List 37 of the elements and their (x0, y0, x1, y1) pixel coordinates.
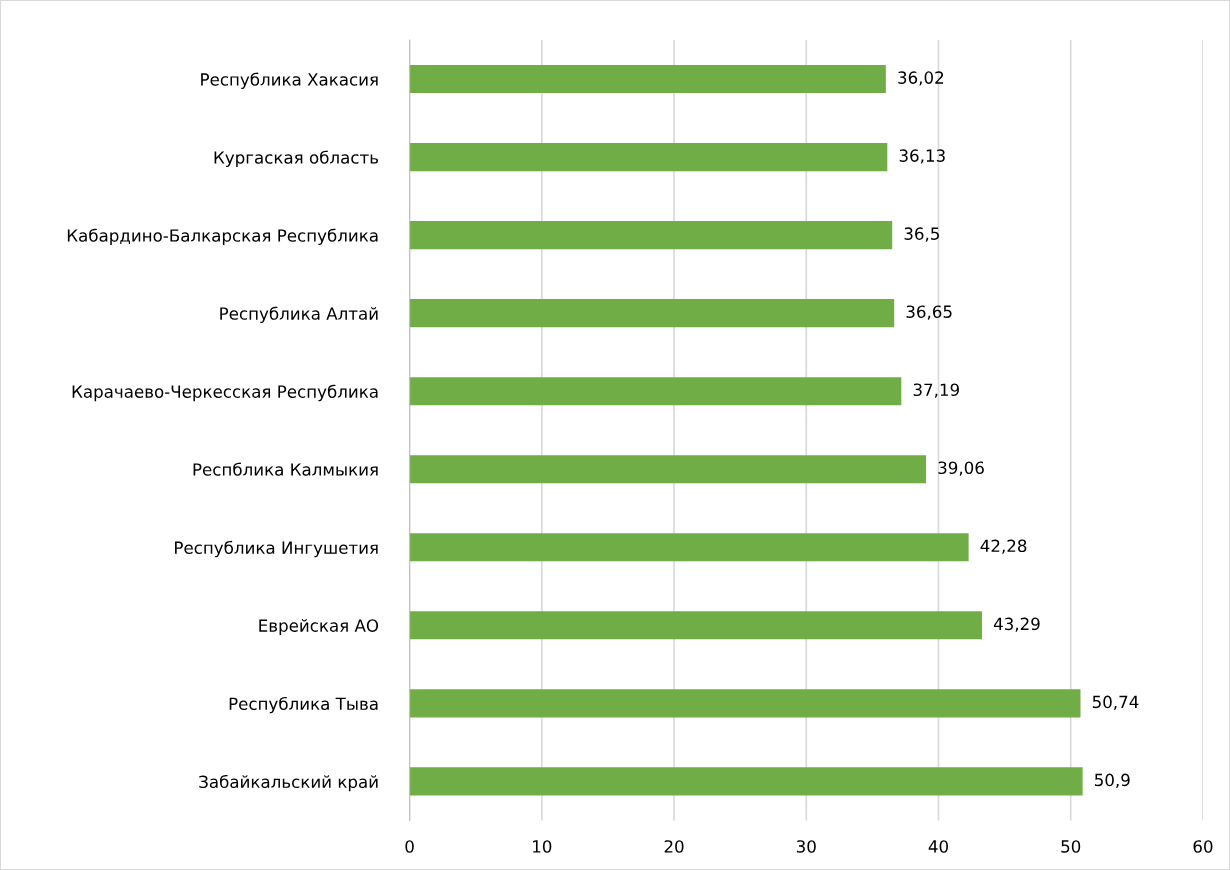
y-tick-label: Республика Хакасия (201, 72, 378, 89)
y-tick-label: Кургаская область (214, 150, 379, 168)
y-tick-label: Кабардино-Балкарская Республика (67, 228, 378, 246)
data-label: 39,06 (938, 461, 984, 476)
bar (409, 221, 893, 250)
y-tick-label: Карачаево-Черкесская Республика (72, 384, 378, 402)
y-tick-label: Республика Тыва (229, 696, 378, 714)
bar (409, 377, 902, 406)
y-tick-label: Республика Ингушетия (175, 540, 378, 558)
data-label: 36,5 (904, 227, 939, 242)
x-tick-label: 60 (1193, 840, 1213, 853)
data-label: 50,9 (1095, 773, 1130, 788)
y-tick-label: Забайкальский край (199, 774, 378, 792)
y-tick-label: Республика Алтай (220, 306, 378, 324)
x-tick-label: 10 (533, 840, 552, 853)
data-label: 36,13 (899, 149, 945, 164)
x-tick-label: 50 (1061, 840, 1081, 853)
bar (409, 533, 969, 562)
bar (409, 689, 1081, 718)
data-label: 37,19 (913, 383, 959, 398)
bar (409, 611, 982, 640)
x-tick-label: 0 (405, 840, 414, 853)
data-label: 36,02 (898, 71, 944, 86)
bar (409, 143, 888, 172)
y-tick-label: Еврейская АО (259, 619, 379, 636)
y-tick-label: Респблика Калмыкия (193, 462, 378, 476)
x-tick-label: 40 (928, 840, 948, 853)
data-label: 43,29 (993, 617, 1040, 632)
data-label: 50,74 (1092, 695, 1139, 710)
bar (409, 299, 895, 328)
data-label: 36,65 (906, 305, 952, 320)
bar (409, 767, 1083, 796)
data-label: 42,28 (980, 539, 1027, 554)
bar (409, 455, 927, 484)
x-tick-label: 30 (796, 840, 816, 853)
bar (409, 64, 886, 94)
x-tick-label: 20 (664, 840, 684, 853)
